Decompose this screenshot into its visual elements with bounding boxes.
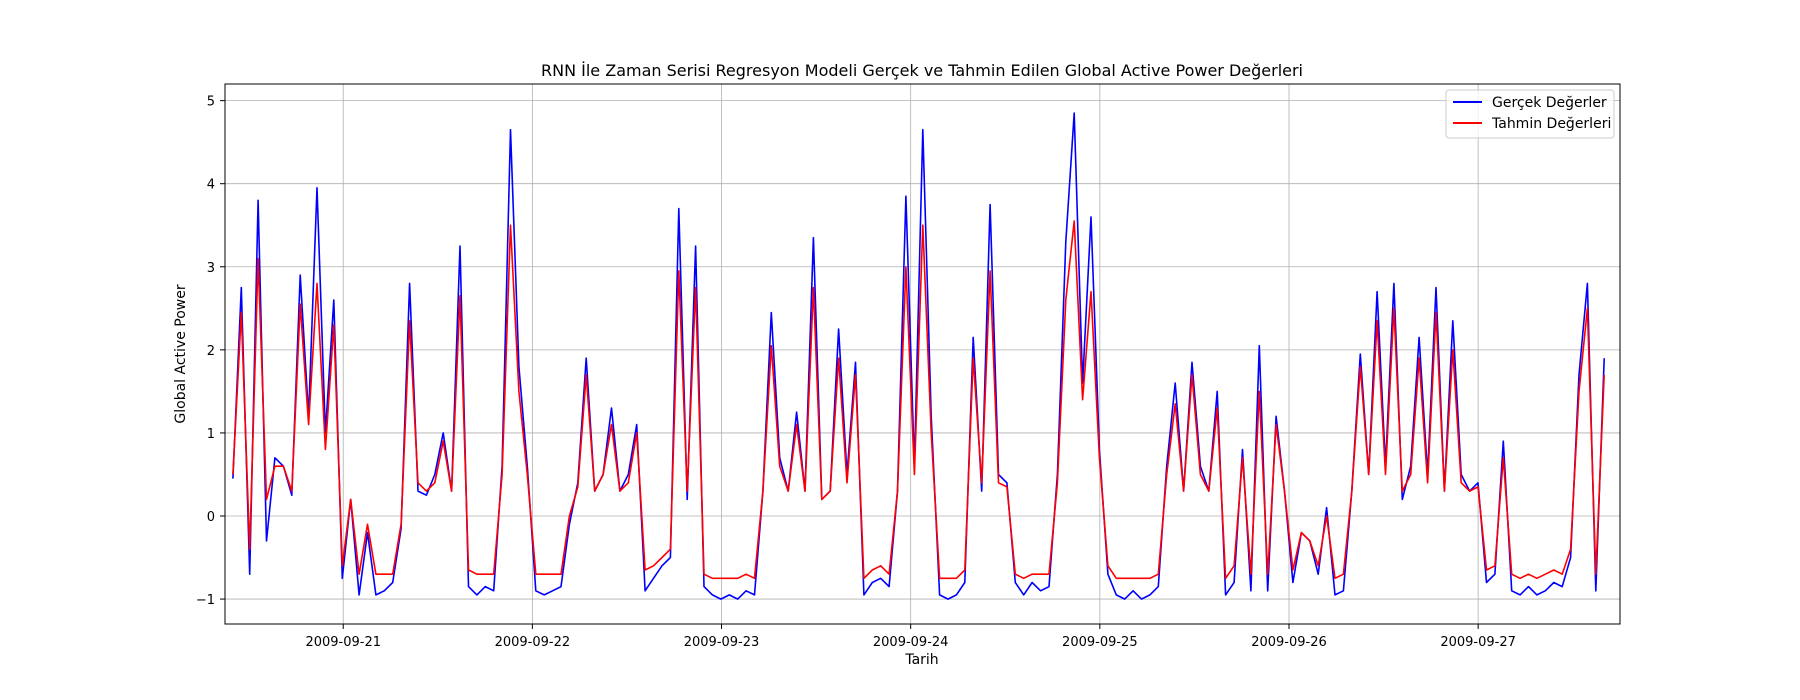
x-tick-label: 2009-09-23 [684,635,760,650]
y-axis-label: Global Active Power [173,284,189,423]
series-group [232,112,1605,600]
plot-frame [224,83,1621,625]
x-tick-label: 2009-09-27 [1440,635,1516,650]
x-tick-label: 2009-09-26 [1251,635,1327,650]
x-axis-label: Tarih [904,652,938,668]
x-tick-label: 2009-09-25 [1062,635,1138,650]
chart-title: RNN İle Zaman Serisi Regresyon Modeli Ge… [541,61,1303,80]
legend-label-gercek: Gerçek Değerler [1492,95,1607,111]
x-tick-label: 2009-09-24 [873,635,949,650]
series-line-gercek [232,112,1605,600]
y-tick-label: 4 [207,178,215,193]
y-tick-label: 5 [207,95,215,110]
series-line-tahmin [232,220,1605,580]
y-axis-ticks: −1 0 1 2 3 4 5 [196,95,225,608]
x-tick-label: 2009-09-21 [305,635,381,650]
y-tick-label: −1 [196,593,215,608]
x-tick-label: 2009-09-22 [495,635,571,650]
legend-box [1445,89,1615,139]
x-axis-ticks: 2009-09-21 2009-09-22 2009-09-23 2009-09-24… [305,624,1516,650]
y-tick-label: 1 [207,427,215,442]
y-tick-label: 2 [207,344,215,359]
y-tick-label: 0 [207,510,215,525]
y-tick-label: 3 [207,261,215,276]
legend-label-tahmin: Tahmin Değerleri [1491,116,1611,132]
legend: Gerçek Değerler Tahmin Değerleri [1445,89,1615,139]
